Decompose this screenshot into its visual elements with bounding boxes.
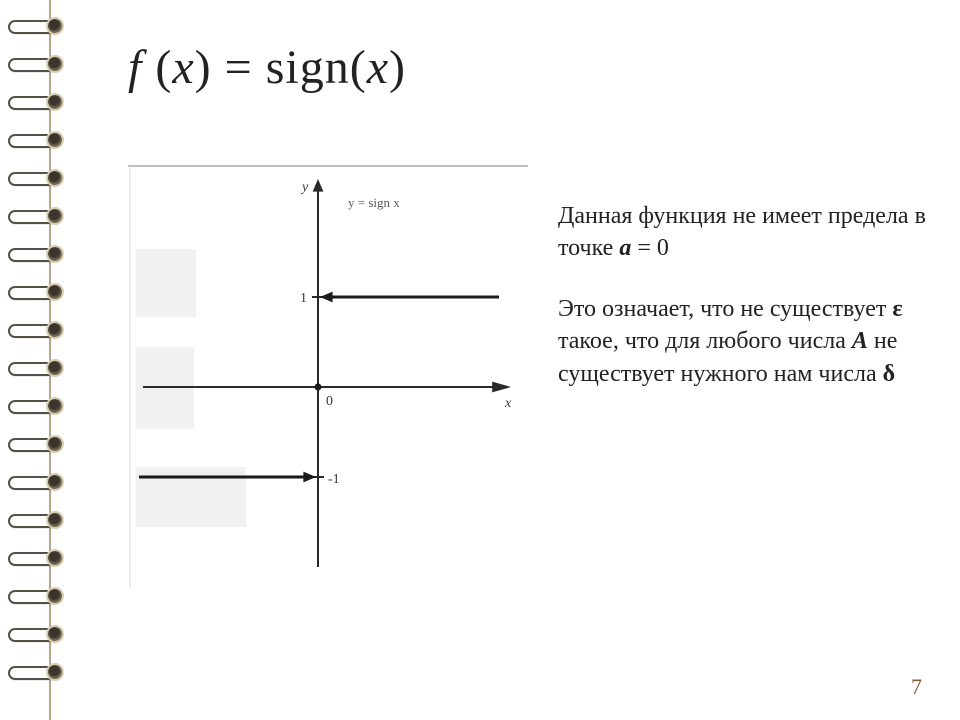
binding-ring xyxy=(8,14,58,36)
formula-x1: x xyxy=(172,41,194,94)
binding-ring xyxy=(8,90,58,112)
epsilon-symbol: ε xyxy=(892,296,902,322)
explanation-p2: Это означает, что не существует ε такое,… xyxy=(558,293,938,390)
binding-ring xyxy=(8,356,58,378)
graph-area: 1 -1 0 y x y = sign x xyxy=(128,165,528,585)
spiral-binding xyxy=(0,0,70,720)
explanation: Данная функция не имеет предела в точке … xyxy=(558,200,938,418)
p1-var-a: a xyxy=(619,235,631,261)
slide-content: f (x) = sign(x) 1-10yxy = sign x Данная … xyxy=(88,0,950,720)
svg-text:y = sign x: y = sign x xyxy=(348,195,400,210)
binding-ring xyxy=(8,508,58,530)
explanation-p1: Данная функция не имеет предела в точке … xyxy=(558,200,938,265)
binding-ring xyxy=(8,166,58,188)
p1-eq0: = 0 xyxy=(631,235,669,261)
binding-ring xyxy=(8,204,58,226)
formula-lp2: ( xyxy=(350,41,367,94)
binding-ring xyxy=(8,318,58,340)
binding-ring xyxy=(8,394,58,416)
formula-rp2: ) xyxy=(389,41,406,94)
binding-ring xyxy=(8,584,58,606)
p1-text-a: Данная функция не имеет предела в точке xyxy=(558,203,926,261)
binding-ring xyxy=(8,52,58,74)
binding-ring xyxy=(8,470,58,492)
binding-ring xyxy=(8,432,58,454)
svg-text:y: y xyxy=(300,180,309,195)
svg-text:x: x xyxy=(504,396,512,411)
page-number: 7 xyxy=(911,674,922,700)
binding-ring xyxy=(8,660,58,682)
formula-f: f xyxy=(128,41,142,94)
delta-symbol: δ xyxy=(883,361,895,387)
formula: f (x) = sign(x) xyxy=(128,40,406,95)
formula-sign: sign xyxy=(266,41,350,94)
formula-rp1: ) xyxy=(195,41,212,94)
binding-ring xyxy=(8,280,58,302)
svg-text:1: 1 xyxy=(300,291,307,306)
svg-text:0: 0 xyxy=(326,394,333,409)
p2-text-b: такое, что для любого числа xyxy=(558,328,852,354)
formula-eq: = xyxy=(212,41,266,94)
binding-ring xyxy=(8,546,58,568)
p2-var-A: A xyxy=(852,328,868,354)
formula-x2: x xyxy=(367,41,389,94)
binding-ring xyxy=(8,242,58,264)
sign-graph: 1 -1 0 y x y = sign x xyxy=(128,167,528,587)
binding-ring xyxy=(8,128,58,150)
formula-lp1: ( xyxy=(142,41,172,94)
p2-text-a: Это означает, что не существует xyxy=(558,296,892,322)
svg-text:-1: -1 xyxy=(328,472,340,487)
binding-ring xyxy=(8,622,58,644)
